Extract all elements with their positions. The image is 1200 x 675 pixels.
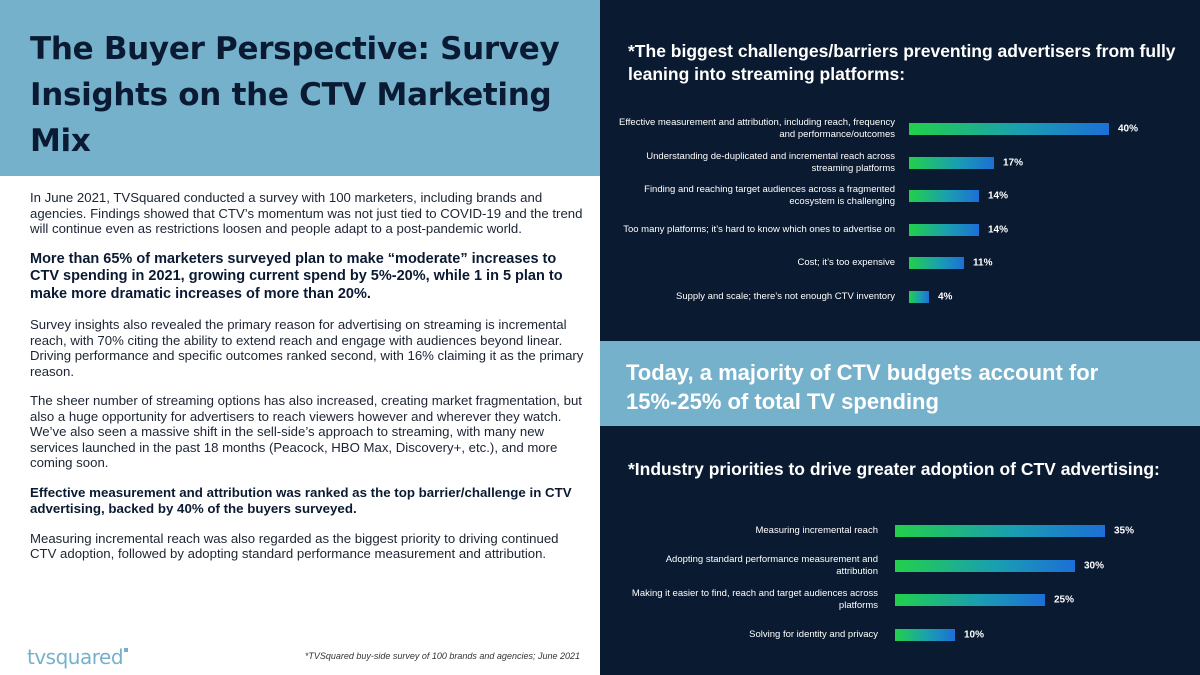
bar-row: Making it easier to find, reach and targ…	[600, 586, 1200, 614]
bar	[909, 257, 964, 269]
bar-category-label: Too many platforms; it’s hard to know wh…	[623, 223, 895, 235]
bar-row: Cost; it’s too expensive 11%	[600, 249, 1200, 277]
bar-row: Understanding de-duplicated and incremen…	[600, 149, 1200, 177]
priorities-chart-panel: *Industry priorities to drive greater ad…	[600, 426, 1200, 675]
priority-paragraph: Measuring incremental reach was also reg…	[30, 530, 559, 562]
bar-value-label: 25%	[1054, 594, 1075, 606]
bar	[909, 290, 929, 303]
bar	[909, 223, 979, 236]
title-panel: The Buyer Perspective: Survey Insights o…	[0, 0, 600, 176]
bar-value-label: 17%	[1003, 157, 1024, 168]
bar-category-label: Making it easier to find, reach and targ…	[631, 588, 878, 611]
article-body: In June 2021, TVSquared conducted a surv…	[30, 190, 586, 576]
source-footnote: *TVSquared buy-side survey of 100 brands…	[304, 651, 580, 661]
bar-category-label: Cost; it’s too expensive	[797, 257, 895, 268]
bar-value-label: 14%	[988, 224, 1009, 235]
measurement-highlight-paragraph: Effective measurement and attribution wa…	[30, 484, 572, 516]
bar	[895, 628, 955, 641]
bar	[909, 156, 994, 169]
bar-value-label: 11%	[973, 257, 993, 269]
bar-row: Effective measurement and attribution, i…	[600, 115, 1200, 143]
bar-value-label: 35%	[1114, 525, 1135, 537]
page-title: The Buyer Perspective: Survey Insights o…	[30, 31, 560, 159]
logo-text: tvsquared	[27, 645, 124, 669]
bar-value-label: 4%	[938, 291, 953, 302]
bar	[909, 123, 1109, 135]
bar	[895, 559, 1075, 572]
fragmentation-paragraph: The sheer number of streaming options ha…	[30, 393, 582, 470]
bar	[895, 594, 1045, 606]
logo-square-icon	[124, 648, 129, 652]
bar-category-label: Effective measurement and attribution, i…	[618, 117, 895, 140]
barriers-chart-panel: *The biggest challenges/barriers prevent…	[600, 0, 1200, 341]
bar-category-label: Solving for identity and privacy	[749, 628, 878, 640]
bar-value-label: 14%	[988, 190, 1009, 202]
highlight-paragraph: More than 65% of marketers surveyed plan…	[30, 250, 563, 302]
callout-band: Today, a majority of CTV budgets account…	[600, 341, 1200, 426]
bar	[895, 525, 1105, 537]
bar-category-label: Finding and reaching target audiences ac…	[644, 184, 895, 207]
bar-row: Adopting standard performance measuremen…	[600, 552, 1200, 580]
bar-category-label: Supply and scale; there’s not enough CTV…	[676, 290, 895, 302]
intro-paragraph: In June 2021, TVSquared conducted a surv…	[30, 190, 583, 236]
bar-value-label: 10%	[964, 629, 985, 640]
priorities-chart-title: *Industry priorities to drive greater ad…	[628, 459, 1160, 479]
insights-paragraph: Survey insights also revealed the primar…	[30, 317, 584, 379]
bar-row: Finding and reaching target audiences ac…	[600, 182, 1200, 210]
bar-category-label: Adopting standard performance measuremen…	[665, 553, 878, 577]
bar	[909, 190, 979, 202]
bar-row: Solving for identity and privacy 10%	[600, 621, 1200, 649]
bar-value-label: 40%	[1118, 123, 1139, 135]
bar-value-label: 30%	[1084, 560, 1105, 571]
bar-row: Too many platforms; it’s hard to know wh…	[600, 216, 1200, 244]
bar-category-label: Understanding de-duplicated and incremen…	[646, 150, 895, 174]
bar-row: Measuring incremental reach 35%	[600, 517, 1200, 545]
tvsquared-logo: tvsquared	[27, 645, 129, 669]
barriers-chart-title: *The biggest challenges/barriers prevent…	[628, 41, 1176, 84]
bar-category-label: Measuring incremental reach	[755, 525, 878, 536]
bar-row: Supply and scale; there’s not enough CTV…	[600, 283, 1200, 311]
budget-callout: Today, a majority of CTV budgets account…	[626, 360, 1099, 414]
